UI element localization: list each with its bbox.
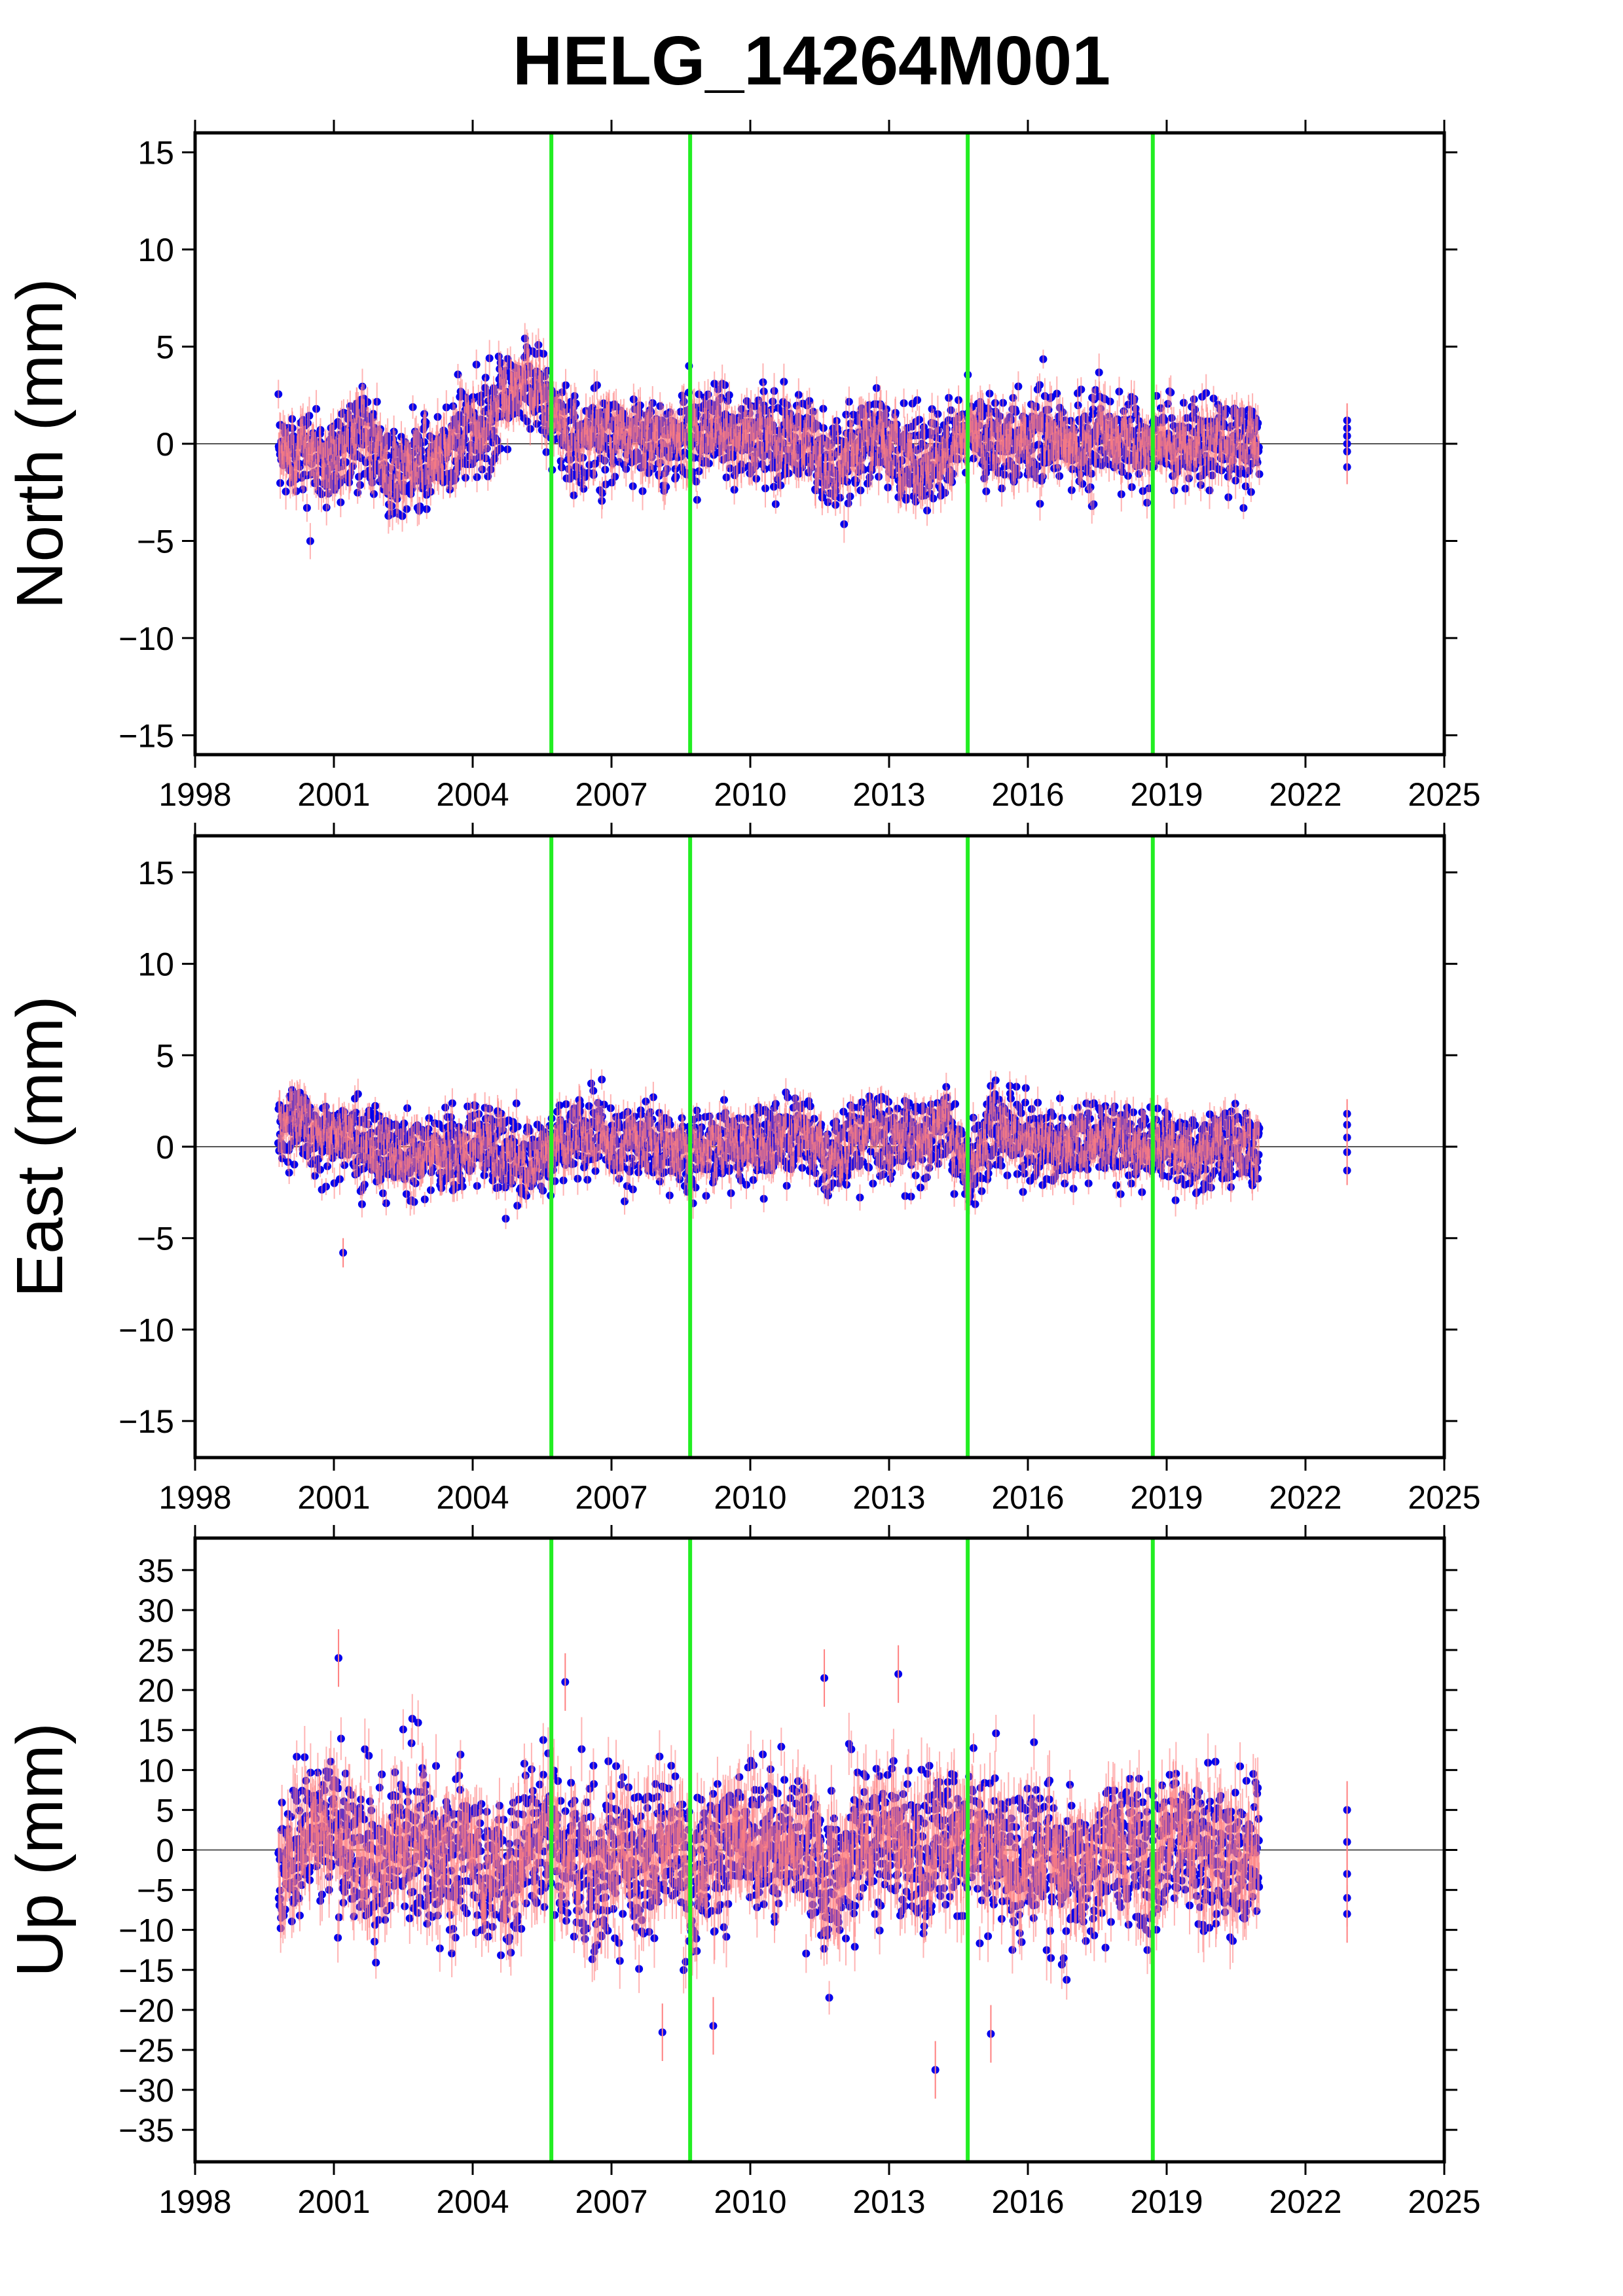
north-panel: 1998 2001 2004 2007 2010 2013 2016 2019 2022 2025…: [3, 120, 1481, 813]
